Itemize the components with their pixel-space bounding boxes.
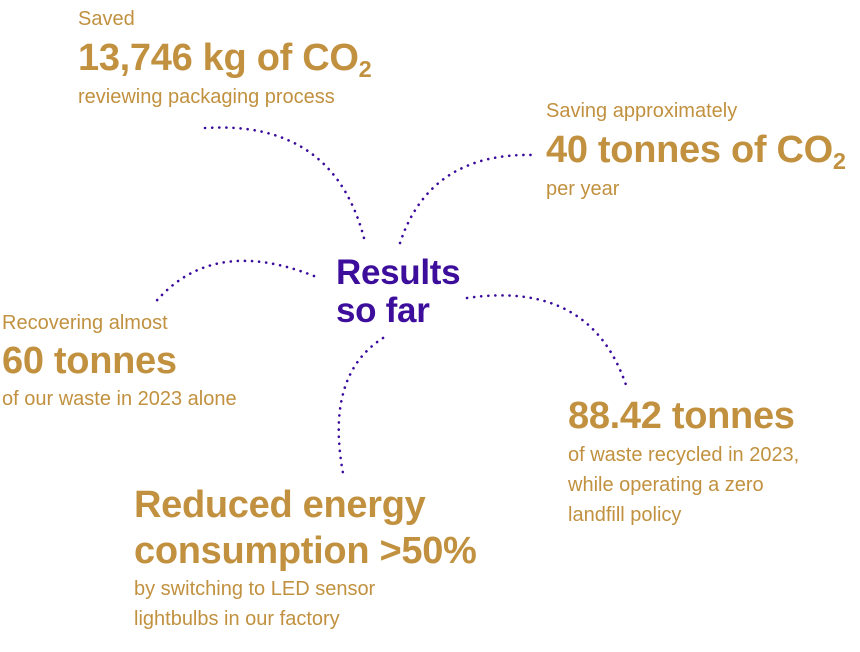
- result-yearly-saving: Saving approximately 40 tonnes of CO2 pe…: [546, 96, 846, 204]
- result-value: 13,746 kg of CO2: [78, 34, 372, 83]
- connector-to-packaging: [203, 126, 367, 244]
- result-value-subscript: 2: [832, 148, 846, 175]
- connector-to-energy: [337, 336, 385, 475]
- result-label: Saved: [78, 8, 135, 30]
- result-description: of our waste in 2023 alone: [2, 388, 237, 410]
- center-title: Results so far: [336, 253, 461, 330]
- center-title-line-1: Results: [336, 253, 461, 292]
- result-waste-recovery: Recovering almost 60 tonnes of our waste…: [2, 308, 237, 414]
- result-description-line-3: landfill policy: [568, 504, 682, 526]
- result-energy: Reduced energy consumption >50% by switc…: [134, 482, 477, 634]
- center-title-line-2: so far: [336, 291, 430, 330]
- result-description-line-1: by switching to LED sensor: [134, 578, 376, 600]
- connector-to-recycling: [465, 294, 628, 387]
- result-description: per year: [546, 178, 620, 200]
- result-value: 88.42 tonnes: [568, 395, 795, 437]
- result-value: 60 tonnes: [2, 340, 177, 382]
- result-value: 40 tonnes of CO2: [546, 126, 846, 174]
- connector-to-waste-recovery: [151, 259, 316, 307]
- result-description-line-2: while operating a zero: [568, 474, 764, 496]
- result-packaging: Saved 13,746 kg of CO2 reviewing packagi…: [78, 4, 372, 112]
- result-value-text: 40 tonnes of CO: [546, 129, 833, 171]
- result-description: reviewing packaging process: [78, 86, 335, 108]
- result-value-line-2: consumption >50%: [134, 530, 477, 572]
- result-description-line-2: lightbulbs in our factory: [134, 608, 340, 630]
- connector-to-yearly-saving: [398, 153, 537, 245]
- result-value-line-1: Reduced energy: [134, 484, 426, 526]
- result-value-text: 13,746 kg of CO: [78, 37, 359, 79]
- result-label: Saving approximately: [546, 100, 738, 122]
- result-value-subscript: 2: [358, 56, 372, 83]
- result-recycling: 88.42 tonnes of waste recycled in 2023, …: [568, 392, 799, 530]
- result-label: Recovering almost: [2, 312, 168, 334]
- result-description-line-1: of waste recycled in 2023,: [568, 444, 800, 466]
